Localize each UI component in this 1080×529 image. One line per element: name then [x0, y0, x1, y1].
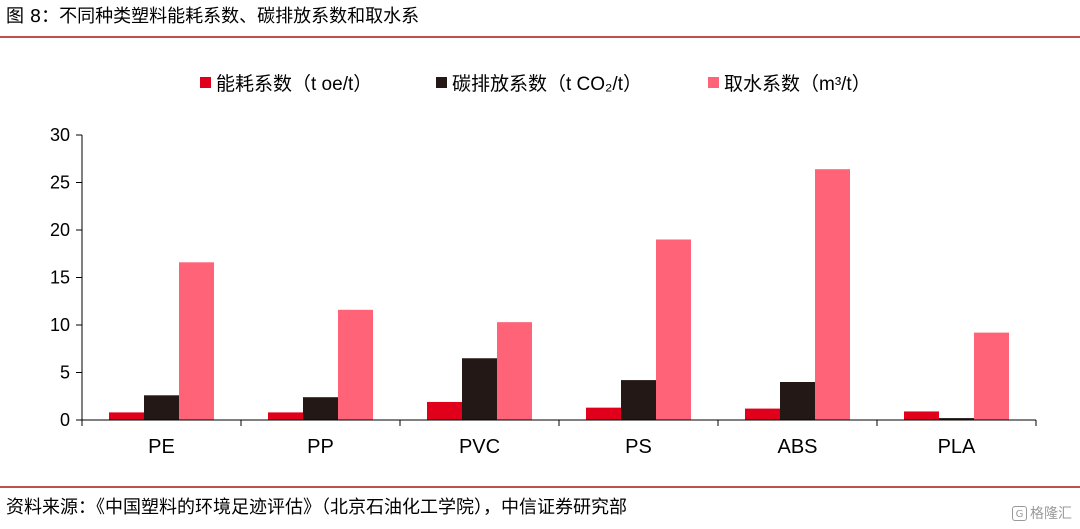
source-divider: [0, 486, 1080, 488]
title-divider: [0, 36, 1080, 38]
x-tick-label: ABS: [777, 436, 817, 458]
legend-swatch: [436, 77, 447, 88]
bar-2-ps: [621, 380, 656, 420]
x-tick-label: PLA: [938, 436, 976, 458]
legend-label: 碳排放系数（t CO₂/t）: [452, 73, 642, 95]
legend-label: 能耗系数（t oe/t）: [216, 73, 372, 95]
page-title: 图 8：不同种类塑料能耗系数、碳排放系数和取水系: [6, 6, 420, 27]
y-tick-label: 20: [50, 220, 70, 240]
bar-1-abs: [745, 408, 780, 420]
bar-3-ps: [656, 239, 691, 420]
x-tick-label: PP: [307, 436, 334, 458]
bar-1-pvc: [427, 401, 462, 420]
bar-3-pvc: [497, 322, 532, 420]
bar-3-pp: [338, 309, 373, 420]
y-tick-label: 30: [50, 125, 70, 145]
watermark-text: 格隆汇: [1030, 506, 1072, 522]
chart-legend: 能耗系数（t oe/t） 碳排放系数（t CO₂/t） 取水系数（m³/t）: [200, 73, 871, 95]
bar-1-ps: [586, 407, 621, 420]
x-tick-label: PVC: [459, 436, 500, 458]
legend-swatch: [708, 77, 719, 88]
bar-chart: 能耗系数（t oe/t） 碳排放系数（t CO₂/t） 取水系数（m³/t） 0 5 1…: [50, 73, 1037, 458]
y-tick-label: 25: [50, 173, 70, 193]
y-tick-label: 15: [50, 268, 70, 288]
bar-3-abs: [815, 169, 850, 420]
x-tick-label: PS: [625, 436, 652, 458]
bar-2-pp: [303, 397, 338, 420]
watermark: G 格隆汇: [1012, 503, 1072, 523]
x-axis: PE PP PVC PS ABS PLA: [81, 419, 1037, 458]
x-tick-label: PE: [148, 436, 175, 458]
bar-1-pe: [109, 412, 144, 420]
bar-2-pvc: [462, 358, 497, 420]
bar-1-pp: [268, 412, 303, 420]
bar-3-pe: [179, 262, 214, 420]
bar-series: [109, 169, 1009, 420]
watermark-logo-icon: G: [1012, 505, 1027, 521]
y-tick-label: 0: [60, 410, 70, 430]
y-tick-label: 10: [50, 315, 70, 335]
legend-label: 取水系数（m³/t）: [724, 73, 871, 95]
y-tick-label: 5: [60, 363, 70, 383]
bar-2-pla: [939, 418, 974, 420]
bar-2-abs: [780, 382, 815, 420]
legend-swatch: [200, 77, 211, 88]
bar-2-pe: [144, 395, 179, 420]
y-axis: 0 5 10 15 20 25 30: [50, 125, 83, 430]
bar-1-pla: [904, 411, 939, 420]
source-note: 资料来源：《中国塑料的环境足迹评估》（北京石油化工学院），中信证券研究部: [6, 497, 627, 518]
bar-3-pla: [974, 332, 1009, 420]
